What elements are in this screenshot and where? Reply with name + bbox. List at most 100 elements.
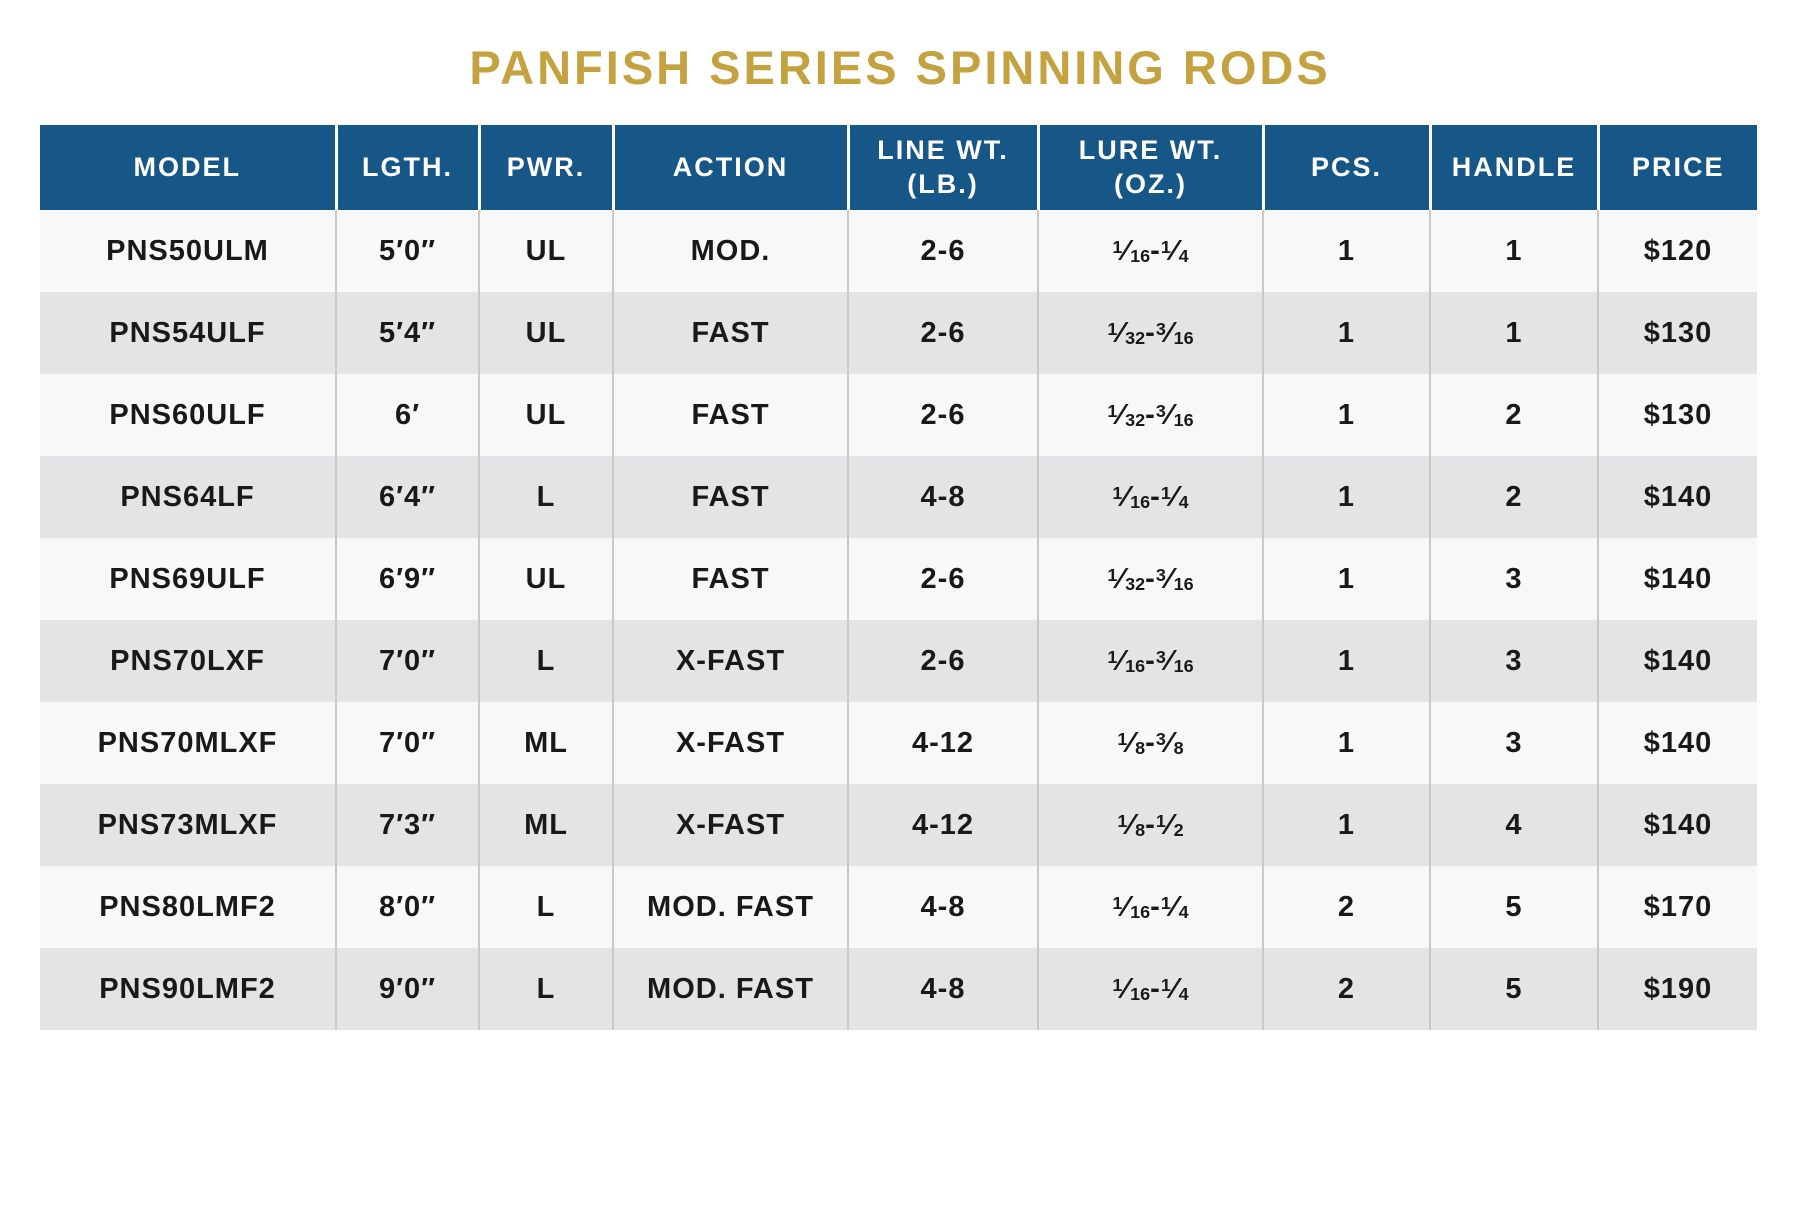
column-header-pcs: PCS. (1261, 125, 1430, 210)
cell-action: MOD. FAST (612, 866, 848, 948)
cell-lure_wt: 1⁄8-3⁄8 (1037, 702, 1263, 784)
cell-price: $140 (1597, 538, 1757, 620)
cell-line_wt: 4-8 (847, 866, 1038, 948)
cell-pcs: 1 (1262, 210, 1430, 292)
table-row: PNS90LMF2 9′0″ L MOD. FAST 4-8 1⁄16-1⁄4 2 5 $190 (40, 948, 1757, 1030)
column-header-price: PRICE (1596, 125, 1757, 210)
spec-table: MODEL LGTH. PWR. ACTION LINE WT. (LB.) LURE W… (40, 125, 1757, 1030)
cell-pcs: 2 (1262, 866, 1430, 948)
cell-line_wt: 2-6 (847, 538, 1038, 620)
table-header-row: MODEL LGTH. PWR. ACTION LINE WT. (LB.) LURE W… (40, 125, 1757, 210)
cell-pcs: 1 (1262, 784, 1430, 866)
cell-lgth: 6′ (335, 374, 479, 456)
cell-pwr: L (478, 620, 613, 702)
cell-lgth: 5′4″ (335, 292, 479, 374)
cell-pcs: 1 (1262, 538, 1430, 620)
column-header-handle: HANDLE (1428, 125, 1598, 210)
cell-pcs: 2 (1262, 948, 1430, 1030)
cell-line_wt: 4-12 (847, 784, 1038, 866)
cell-model: PNS64LF (40, 456, 336, 538)
cell-pwr: L (478, 866, 613, 948)
cell-line_wt: 4-8 (847, 456, 1038, 538)
cell-line_wt: 4-12 (847, 702, 1038, 784)
cell-lgth: 9′0″ (335, 948, 479, 1030)
cell-action: X-FAST (612, 784, 848, 866)
cell-action: X-FAST (612, 702, 848, 784)
cell-model: PNS73MLXF (40, 784, 336, 866)
cell-price: $140 (1597, 784, 1757, 866)
cell-lure_wt: 1⁄32-3⁄16 (1037, 538, 1263, 620)
cell-model: PNS60ULF (40, 374, 336, 456)
cell-lgth: 7′0″ (335, 620, 479, 702)
cell-lure_wt: 1⁄8-1⁄2 (1037, 784, 1263, 866)
cell-pwr: ML (478, 702, 613, 784)
catalog-page: PANFISH SERIES SPINNING RODS MODEL LGTH. P… (0, 40, 1800, 1224)
cell-lgth: 5′0″ (335, 210, 479, 292)
table-row: PNS70MLXF 7′0″ ML X-FAST 4-12 1⁄8-3⁄8 1 3 $140 (40, 702, 1757, 784)
cell-handle: 2 (1429, 456, 1598, 538)
cell-model: PNS54ULF (40, 292, 336, 374)
cell-handle: 5 (1429, 866, 1598, 948)
cell-pcs: 1 (1262, 456, 1430, 538)
cell-action: FAST (612, 456, 848, 538)
cell-pwr: UL (478, 538, 613, 620)
cell-pcs: 1 (1262, 374, 1430, 456)
cell-price: $140 (1597, 456, 1757, 538)
column-header-line_wt: LINE WT. (LB.) (846, 125, 1038, 210)
cell-price: $130 (1597, 292, 1757, 374)
column-header-lure_wt: LURE WT. (OZ.) (1036, 125, 1263, 210)
cell-pcs: 1 (1262, 702, 1430, 784)
cell-action: FAST (612, 292, 848, 374)
table-row: PNS73MLXF 7′3″ ML X-FAST 4-12 1⁄8-1⁄2 1 4 $140 (40, 784, 1757, 866)
cell-price: $120 (1597, 210, 1757, 292)
cell-handle: 3 (1429, 538, 1598, 620)
table-row: PNS60ULF 6′ UL FAST 2-6 1⁄32-3⁄16 1 2 $130 (40, 374, 1757, 456)
cell-lgth: 7′0″ (335, 702, 479, 784)
cell-pwr: UL (478, 374, 613, 456)
table-body: PNS50ULM 5′0″ UL MOD. 2-6 1⁄16-1⁄4 1 1 $120 PNS54… (40, 210, 1757, 1030)
cell-line_wt: 4-8 (847, 948, 1038, 1030)
cell-handle: 1 (1429, 292, 1598, 374)
cell-handle: 5 (1429, 948, 1598, 1030)
column-header-pwr: PWR. (477, 125, 613, 210)
column-header-action: ACTION (611, 125, 848, 210)
cell-model: PNS70LXF (40, 620, 336, 702)
cell-lgth: 6′9″ (335, 538, 479, 620)
cell-lure_wt: 1⁄32-3⁄16 (1037, 292, 1263, 374)
cell-action: FAST (612, 374, 848, 456)
page-title: PANFISH SERIES SPINNING RODS (469, 41, 1331, 94)
cell-model: PNS70MLXF (40, 702, 336, 784)
cell-line_wt: 2-6 (847, 620, 1038, 702)
cell-lure_wt: 1⁄16-1⁄4 (1037, 866, 1263, 948)
cell-line_wt: 2-6 (847, 210, 1038, 292)
cell-pwr: L (478, 456, 613, 538)
cell-handle: 1 (1429, 210, 1598, 292)
cell-price: $140 (1597, 702, 1757, 784)
cell-price: $190 (1597, 948, 1757, 1030)
cell-handle: 3 (1429, 702, 1598, 784)
cell-price: $140 (1597, 620, 1757, 702)
cell-pwr: UL (478, 292, 613, 374)
cell-pwr: ML (478, 784, 613, 866)
cell-action: MOD. FAST (612, 948, 848, 1030)
cell-lure_wt: 1⁄16-1⁄4 (1037, 210, 1263, 292)
cell-handle: 3 (1429, 620, 1598, 702)
cell-lure_wt: 1⁄16-3⁄16 (1037, 620, 1263, 702)
cell-model: PNS80LMF2 (40, 866, 336, 948)
cell-model: PNS90LMF2 (40, 948, 336, 1030)
cell-lgth: 8′0″ (335, 866, 479, 948)
cell-model: PNS50ULM (40, 210, 336, 292)
cell-lure_wt: 1⁄16-1⁄4 (1037, 456, 1263, 538)
cell-lure_wt: 1⁄32-3⁄16 (1037, 374, 1263, 456)
column-header-lgth: LGTH. (334, 125, 479, 210)
cell-pcs: 1 (1262, 292, 1430, 374)
table-row: PNS64LF 6′4″ L FAST 4-8 1⁄16-1⁄4 1 2 $140 (40, 456, 1757, 538)
cell-price: $130 (1597, 374, 1757, 456)
table-row: PNS70LXF 7′0″ L X-FAST 2-6 1⁄16-3⁄16 1 3 $140 (40, 620, 1757, 702)
cell-action: X-FAST (612, 620, 848, 702)
table-row: PNS69ULF 6′9″ UL FAST 2-6 1⁄32-3⁄16 1 3 $140 (40, 538, 1757, 620)
cell-pwr: UL (478, 210, 613, 292)
cell-pcs: 1 (1262, 620, 1430, 702)
cell-action: MOD. (612, 210, 848, 292)
cell-line_wt: 2-6 (847, 374, 1038, 456)
